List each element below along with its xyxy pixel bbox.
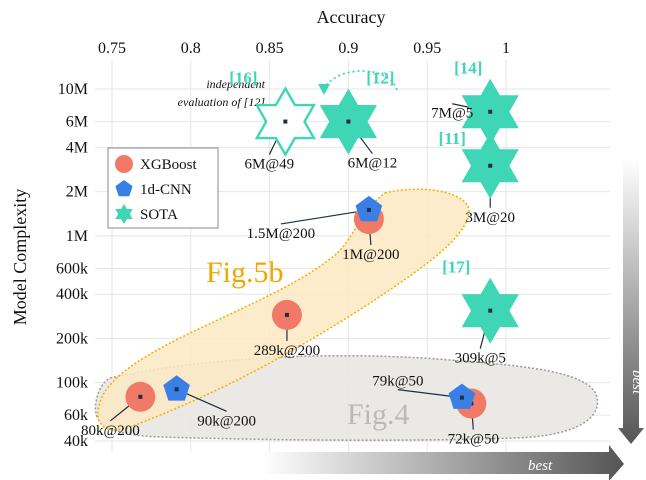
x-tick-label: 0.8 bbox=[181, 40, 201, 57]
x-tick-label: 0.75 bbox=[98, 40, 126, 57]
best-x-label: best bbox=[528, 458, 553, 474]
y-tick-label: 100k bbox=[56, 375, 88, 392]
axis-ticks: 0.75 0.8 0.85 0.9 0.95 1 40k 60k 100k 200k 400k 600… bbox=[56, 40, 510, 450]
fig5b-label: Fig.5b bbox=[206, 256, 284, 289]
point-label: 90k@200 bbox=[197, 413, 256, 429]
point-labels: 80k@200 289k@200 1M@200 72k@50 90k@200 1.5M@2… bbox=[81, 106, 515, 448]
center-dot bbox=[138, 394, 143, 399]
reference-label: [17] bbox=[442, 258, 470, 277]
y-tick-label: 60k bbox=[64, 407, 88, 424]
legend-xgboost-label: XGBoost bbox=[140, 157, 198, 173]
y-axis-title: Model Complexity bbox=[10, 189, 30, 326]
reference-label: [12] bbox=[366, 69, 394, 88]
center-dot bbox=[488, 163, 493, 168]
point-label: 79k@50 bbox=[372, 374, 423, 390]
best-x-arrow bbox=[262, 445, 624, 480]
center-dot bbox=[283, 119, 288, 124]
best-y-arrow bbox=[618, 158, 644, 444]
annotation-line1: independent bbox=[206, 77, 265, 91]
center-dot bbox=[459, 395, 464, 400]
reference-label: [14] bbox=[454, 59, 482, 78]
legend-xgboost-icon bbox=[115, 155, 133, 173]
center-dot bbox=[488, 308, 493, 313]
y-tick-label: 2M bbox=[66, 184, 88, 201]
x-tick-label: 0.95 bbox=[413, 40, 441, 57]
point-label: 289k@200 bbox=[254, 343, 320, 359]
annotation-arrowhead bbox=[318, 84, 330, 95]
point-label: 6M@12 bbox=[348, 156, 398, 172]
y-tick-label: 40k bbox=[64, 433, 88, 450]
reference-label: [16] bbox=[229, 69, 257, 88]
point-label: 7M@5 bbox=[431, 106, 473, 122]
center-dot bbox=[174, 387, 179, 392]
legend-sota-icon bbox=[115, 204, 133, 224]
point-label: 309k@5 bbox=[455, 351, 506, 367]
y-tick-label: 400k bbox=[56, 286, 88, 303]
reference-labels: [16] [12] [14] [11] [17] bbox=[229, 59, 482, 277]
legend-sota-label: SOTA bbox=[140, 207, 178, 223]
center-dot bbox=[346, 119, 351, 124]
legend-1d-cnn-label: 1d-CNN bbox=[140, 182, 192, 198]
annotation-arrow bbox=[323, 70, 398, 91]
y-tick-label: 600k bbox=[56, 260, 88, 277]
point-label: 1M@200 bbox=[342, 247, 399, 263]
y-tick-label: 10M bbox=[58, 81, 88, 98]
legend: XGBoost 1d-CNN SOTA bbox=[107, 147, 219, 229]
data-markers bbox=[125, 78, 519, 419]
leader-line bbox=[280, 209, 369, 225]
point-label: 80k@200 bbox=[81, 423, 140, 439]
annotation-line2: evaluation of [12] bbox=[178, 95, 266, 109]
y-tick-label: 6M bbox=[66, 114, 88, 131]
fig4-label: Fig.4 bbox=[347, 398, 410, 431]
y-tick-label: 200k bbox=[56, 330, 88, 347]
center-dot bbox=[366, 207, 371, 212]
center-dot bbox=[284, 312, 289, 317]
point-label: 6M@49 bbox=[245, 157, 295, 173]
point-label: 3M@20 bbox=[465, 210, 515, 226]
point-label: 1.5M@200 bbox=[247, 226, 315, 242]
x-tick-label: 0.9 bbox=[338, 40, 358, 57]
legend-1d-cnn-icon bbox=[115, 180, 133, 197]
center-dot bbox=[488, 109, 493, 114]
point-label: 72k@50 bbox=[448, 432, 499, 448]
x-axis-title: Accuracy bbox=[317, 7, 386, 27]
best-y-label: best bbox=[629, 370, 645, 395]
y-tick-label: 4M bbox=[66, 139, 88, 156]
y-tick-label: 1M bbox=[66, 228, 88, 245]
reference-label: [11] bbox=[439, 129, 466, 148]
x-tick-label: 1 bbox=[502, 40, 510, 57]
x-tick-label: 0.85 bbox=[256, 40, 284, 57]
